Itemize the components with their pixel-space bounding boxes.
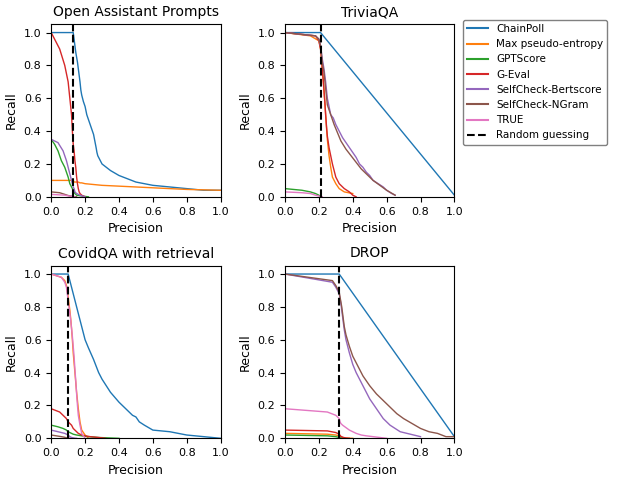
Legend: ChainPoll, Max pseudo-entropy, GPTScore, G-Eval, SelfCheck-Bertscore, SelfCheck-: ChainPoll, Max pseudo-entropy, GPTScore,… bbox=[463, 20, 607, 145]
X-axis label: Precision: Precision bbox=[108, 464, 164, 477]
Y-axis label: Recall: Recall bbox=[239, 92, 252, 130]
X-axis label: Precision: Precision bbox=[342, 464, 397, 477]
Y-axis label: Recall: Recall bbox=[5, 92, 18, 130]
Title: DROP: DROP bbox=[350, 246, 390, 261]
Title: Open Assistant Prompts: Open Assistant Prompts bbox=[53, 5, 219, 19]
X-axis label: Precision: Precision bbox=[108, 222, 164, 235]
Title: CovidQA with retrieval: CovidQA with retrieval bbox=[58, 246, 214, 261]
Title: TriviaQA: TriviaQA bbox=[341, 5, 398, 19]
Y-axis label: Recall: Recall bbox=[239, 333, 252, 371]
Y-axis label: Recall: Recall bbox=[5, 333, 18, 371]
X-axis label: Precision: Precision bbox=[342, 222, 397, 235]
